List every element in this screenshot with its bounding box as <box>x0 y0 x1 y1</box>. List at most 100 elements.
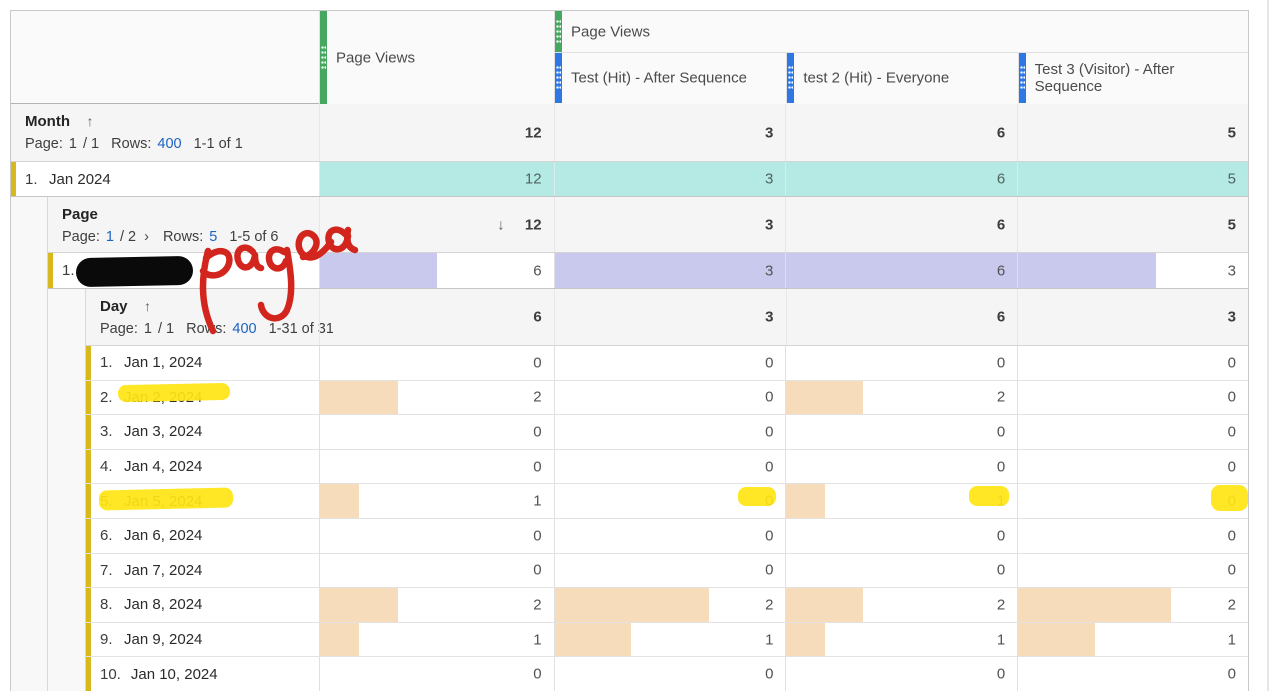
column-group-header-page-views[interactable]: Page Views <box>555 11 1248 53</box>
cell-test2[interactable]: 1 <box>785 622 1018 657</box>
cell-jan2024-page-views[interactable]: 12 <box>318 162 554 196</box>
day-total-test2[interactable]: 6 <box>785 289 1018 345</box>
row-label-cell[interactable]: 8. Jan 8, 2024 <box>86 588 319 622</box>
metric-drag-handle-icon[interactable] <box>320 11 327 104</box>
sort-ascending-icon[interactable]: ↑ <box>86 113 94 129</box>
rows-per-page-link[interactable]: 5 <box>209 229 218 245</box>
row-label-cell[interactable]: 9. Jan 9, 2024 <box>86 622 319 657</box>
sort-descending-icon[interactable]: ↓ <box>497 216 505 233</box>
row-label-cell[interactable]: 6. Jan 6, 2024 <box>86 518 319 553</box>
cell-test2[interactable]: 0 <box>785 518 1018 553</box>
page-total-test-hit[interactable]: 3 <box>553 197 786 252</box>
row-label-cell[interactable]: 5. Jan 5, 2024 <box>86 484 319 518</box>
panel-scroll-divider[interactable] <box>1267 0 1269 691</box>
column-header-segment-test2[interactable]: test 2 (Hit) - Everyone <box>786 53 1017 103</box>
cell-test-hit[interactable]: 0 <box>553 518 786 553</box>
month-total-test-hit[interactable]: 3 <box>553 104 786 161</box>
cell-page-views[interactable]: 1 <box>318 484 554 518</box>
cell-test2[interactable]: 0 <box>785 553 1018 588</box>
rows-per-page-link[interactable]: 400 <box>157 136 182 152</box>
current-page-link[interactable]: 1 <box>105 229 114 245</box>
row-label-cell[interactable]: 3. Jan 3, 2024 <box>86 415 319 449</box>
cell-test2[interactable]: 0 <box>785 657 1018 691</box>
table-row-day[interactable]: 6. Jan 6, 2024 0 0 0 0 <box>86 518 1248 554</box>
dimension-title-page[interactable]: Page <box>62 206 98 223</box>
cell-page1-test3[interactable]: 3 <box>1017 253 1249 288</box>
table-row-day[interactable]: 8. Jan 8, 2024 2 2 2 2 <box>86 588 1248 623</box>
metric-drag-handle-icon[interactable] <box>555 11 562 52</box>
table-row-day[interactable]: 3. Jan 3, 2024 0 0 0 0 <box>86 415 1248 450</box>
rows-per-page-link[interactable]: 400 <box>232 321 257 337</box>
cell-test-hit[interactable]: 0 <box>553 484 786 518</box>
cell-test3[interactable]: 0 <box>1017 346 1248 380</box>
segment-drag-handle-icon[interactable] <box>1018 53 1026 103</box>
segment-drag-handle-icon[interactable] <box>787 53 795 103</box>
month-total-page-views[interactable]: 12 <box>318 104 554 161</box>
cell-page-views[interactable]: 0 <box>318 415 554 449</box>
cell-test-hit[interactable]: 2 <box>553 588 786 622</box>
table-row-day[interactable]: 10. Jan 10, 2024 0 0 0 0 <box>86 657 1248 691</box>
row-label-cell[interactable]: 7. Jan 7, 2024 <box>86 553 319 588</box>
cell-test-hit[interactable]: 0 <box>553 449 786 484</box>
day-total-page-views[interactable]: 6 <box>319 289 554 345</box>
cell-test3[interactable]: 1 <box>1017 622 1248 657</box>
cell-test3[interactable]: 0 <box>1017 380 1248 415</box>
cell-test3[interactable]: 0 <box>1017 415 1248 449</box>
cell-test2[interactable]: 0 <box>785 449 1018 484</box>
table-row-day[interactable]: 9. Jan 9, 2024 1 1 1 1 <box>86 622 1248 658</box>
cell-page-views[interactable]: 0 <box>318 518 554 553</box>
next-page-chevron[interactable]: › <box>144 229 149 245</box>
dimension-title-day[interactable]: Day <box>100 298 128 315</box>
cell-test-hit[interactable]: 0 <box>553 346 786 380</box>
cell-test-hit[interactable]: 1 <box>553 622 786 657</box>
cell-page-views[interactable]: 0 <box>318 346 554 380</box>
cell-page1-test2[interactable]: 6 <box>785 253 1018 288</box>
page-total-page-views-sorted[interactable]: ↓ 12 <box>318 197 554 252</box>
row-label-cell[interactable]: 1. Jan 1, 2024 <box>86 346 319 380</box>
cell-jan2024-test3[interactable]: 5 <box>1017 162 1249 196</box>
cell-page1-page-views[interactable]: 6 <box>318 253 554 288</box>
month-total-test2[interactable]: 6 <box>785 104 1017 161</box>
row-label-cell[interactable]: 4. Jan 4, 2024 <box>86 449 319 484</box>
cell-jan2024-test-hit[interactable]: 3 <box>553 162 786 196</box>
day-total-test-hit[interactable]: 3 <box>553 289 786 345</box>
cell-test2[interactable]: 2 <box>785 380 1018 415</box>
cell-test3[interactable]: 0 <box>1017 449 1248 484</box>
day-total-test3[interactable]: 3 <box>1017 289 1248 345</box>
column-header-segment-test3[interactable]: Test 3 (Visitor) - After Sequence <box>1017 53 1248 103</box>
cell-test2[interactable]: 0 <box>785 346 1018 380</box>
month-total-test3[interactable]: 5 <box>1017 104 1248 161</box>
table-row-day[interactable]: 4. Jan 4, 2024 0 0 0 0 <box>86 449 1248 485</box>
cell-page-views[interactable]: 0 <box>318 449 554 484</box>
cell-page-views[interactable]: 2 <box>318 588 554 622</box>
column-header-segment-test-hit[interactable]: Test (Hit) - After Sequence <box>555 53 786 103</box>
table-row-day[interactable]: 2. Jan 2, 2024 2 0 2 0 <box>86 380 1248 416</box>
column-header-page-views[interactable]: Page Views <box>319 11 554 104</box>
table-row-jan-2024[interactable]: 1. Jan 2024 12 3 6 5 <box>11 162 1249 197</box>
row-label-cell[interactable]: 2. Jan 2, 2024 <box>86 380 319 415</box>
dimension-title-month[interactable]: Month <box>25 113 70 130</box>
cell-test3[interactable]: 0 <box>1017 518 1248 553</box>
cell-page-views[interactable]: 0 <box>318 657 554 691</box>
row-label-cell[interactable]: 1. Jan 2024 <box>11 162 319 196</box>
table-row-day[interactable]: 7. Jan 7, 2024 0 0 0 0 <box>86 553 1248 589</box>
row-label-cell[interactable]: 10. Jan 10, 2024 <box>86 657 319 691</box>
page-total-test2[interactable]: 6 <box>785 197 1017 252</box>
table-row-page-1[interactable]: 1. 6 3 6 3 <box>48 253 1249 289</box>
cell-test3[interactable]: 2 <box>1017 588 1248 622</box>
segment-drag-handle-icon[interactable] <box>555 53 562 103</box>
cell-page1-test-hit[interactable]: 3 <box>553 253 786 288</box>
cell-page-views[interactable]: 0 <box>318 553 554 588</box>
cell-test2[interactable]: 1 <box>785 484 1018 518</box>
table-row-day[interactable]: 1. Jan 1, 2024 0 0 0 0 <box>86 346 1248 381</box>
cell-test-hit[interactable]: 0 <box>553 657 786 691</box>
table-row-day[interactable]: 5. Jan 5, 2024 1 0 1 0 <box>86 484 1248 519</box>
cell-test-hit[interactable]: 0 <box>553 380 786 415</box>
cell-test2[interactable]: 2 <box>785 588 1018 622</box>
page-total-test3[interactable]: 5 <box>1017 197 1248 252</box>
cell-jan2024-test2[interactable]: 6 <box>785 162 1018 196</box>
cell-test3[interactable]: 0 <box>1017 657 1248 691</box>
cell-test3[interactable]: 0 <box>1017 484 1248 518</box>
cell-test2[interactable]: 0 <box>785 415 1018 449</box>
cell-test3[interactable]: 0 <box>1017 553 1248 588</box>
